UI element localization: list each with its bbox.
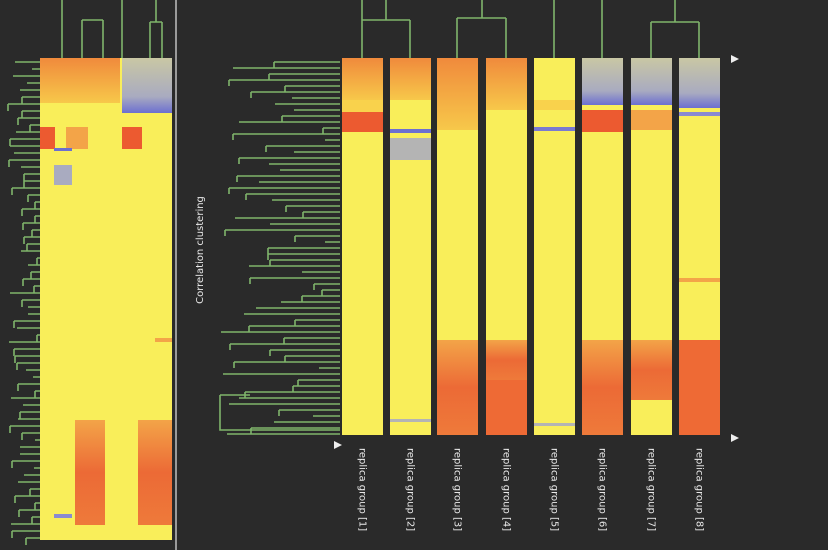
- heatmap-band: [437, 58, 478, 130]
- heatmap-band: [342, 100, 383, 112]
- column-label: replica group [8]: [694, 448, 705, 531]
- overview-band: [40, 58, 120, 103]
- heatmap-column: [534, 58, 575, 435]
- column-label: replica group [7]: [646, 448, 657, 531]
- overview-band: [138, 420, 172, 525]
- row-axis-label: Correlation clustering: [195, 196, 206, 304]
- overview-band: [122, 127, 142, 149]
- heatmap-band: [534, 127, 575, 131]
- overview-band: [54, 514, 72, 518]
- heatmap-band: [390, 138, 431, 160]
- overview-band: [122, 58, 172, 113]
- heatmap: [342, 58, 720, 435]
- dendrogram: [61, 0, 163, 58]
- heatmap-band: [486, 340, 527, 380]
- column-label: replica group [1]: [357, 448, 368, 531]
- overview-band: [54, 148, 72, 151]
- heatmap-band: [631, 340, 672, 400]
- dendrograms: [7, 0, 700, 545]
- heatmap-band: [390, 58, 431, 100]
- dendrogram: [361, 0, 700, 58]
- heatmap-band: [342, 58, 383, 100]
- heatmap-band: [390, 419, 431, 422]
- heatmap-band: [582, 340, 623, 435]
- dendrogram: [7, 61, 40, 545]
- heatmap-band: [390, 129, 431, 133]
- overview-band: [155, 338, 172, 342]
- heatmap-band: [631, 58, 672, 105]
- heatmap-band: [679, 112, 720, 116]
- heatmap-band: [679, 278, 720, 282]
- overview-band: [54, 165, 72, 185]
- column-label: replica group [3]: [452, 448, 463, 531]
- overview-band: [66, 127, 88, 149]
- column-label: replica group [4]: [501, 448, 512, 531]
- column-label: replica group [6]: [597, 448, 608, 531]
- heatmap-band: [342, 112, 383, 132]
- heatmap-band: [534, 100, 575, 110]
- heatmap-band: [679, 58, 720, 108]
- heatmap-band: [582, 58, 623, 105]
- dendrogram: [219, 61, 340, 435]
- overview-band: [75, 420, 105, 525]
- column-label: replica group [5]: [549, 448, 560, 531]
- overview-band: [40, 127, 55, 149]
- heatmap-band: [534, 423, 575, 426]
- heatmap-band: [582, 110, 623, 132]
- heatmap-band: [679, 340, 720, 435]
- column-labels: replica group [1] replica group [2] replic…: [357, 448, 705, 531]
- heatmap-column: [390, 58, 431, 435]
- heatmap-band: [437, 340, 478, 435]
- heatmap-band: [631, 110, 672, 130]
- overview-panel: [40, 58, 172, 540]
- column-label: replica group [2]: [405, 448, 416, 531]
- heatmap-band: [486, 58, 527, 110]
